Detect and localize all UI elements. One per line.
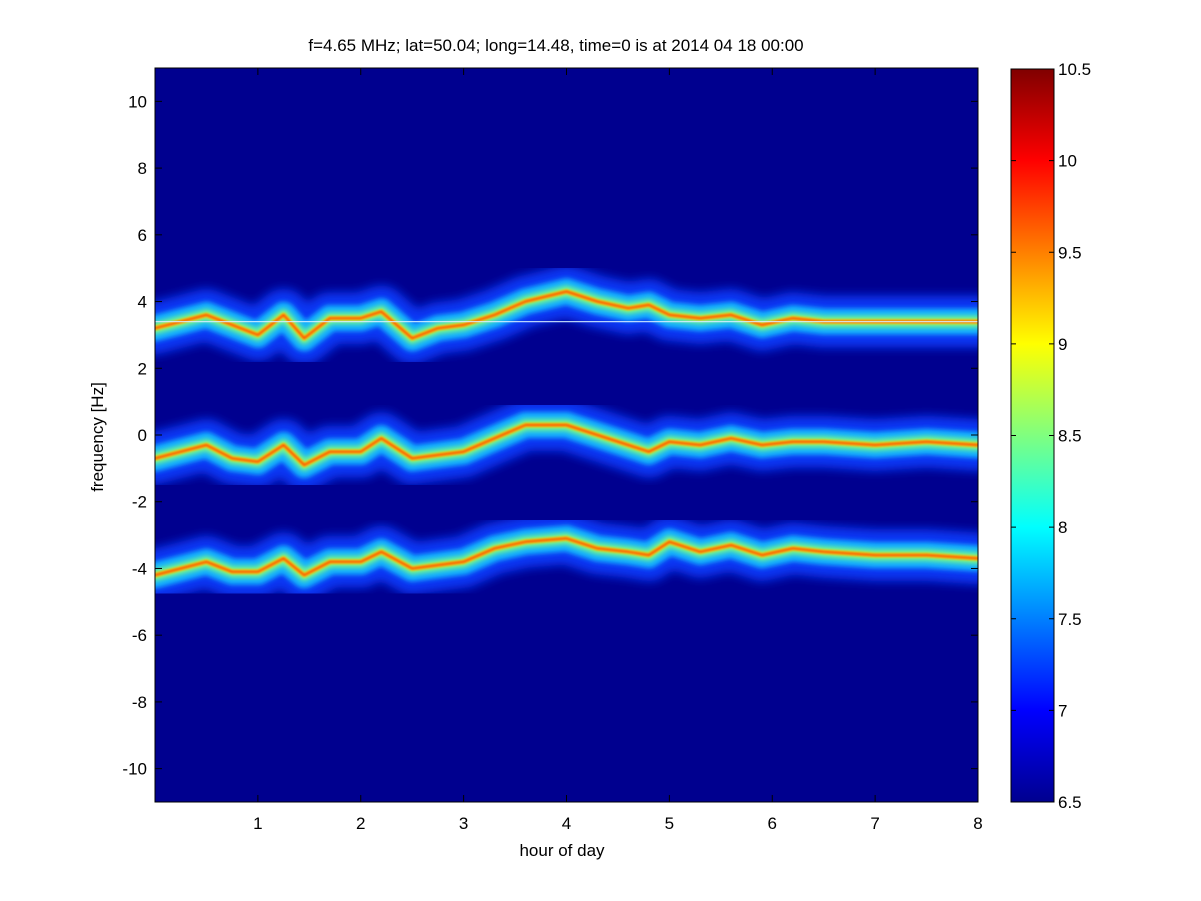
y-tick-label: 2 <box>138 359 147 378</box>
x-tick-label: 8 <box>973 814 982 833</box>
x-tick-label: 1 <box>253 814 262 833</box>
colorbar-tick-label: 9 <box>1058 335 1067 354</box>
colorbar-tick-label: 10 <box>1058 152 1077 171</box>
x-tick-label: 2 <box>356 814 365 833</box>
y-tick-label: 6 <box>138 226 147 245</box>
colorbar-tick-label: 9.5 <box>1058 243 1082 262</box>
plot-area: 1 2 3 4 5 6 7 8 10 8 6 4 2 0 -2 -4 -6 -8 -10 <box>122 67 983 833</box>
y-tick-label: -6 <box>132 626 147 645</box>
spectral-bands <box>155 265 978 602</box>
colorbar-tick-label: 8 <box>1058 518 1067 537</box>
y-ticks: 10 8 6 4 2 0 -2 -4 -6 -8 -10 <box>122 92 978 779</box>
y-tick-label: -2 <box>132 493 147 512</box>
x-tick-label: 4 <box>562 814 571 833</box>
y-tick-label: -4 <box>132 559 147 578</box>
colorbar-tick-label: 7.5 <box>1058 610 1082 629</box>
x-tick-label: 7 <box>870 814 879 833</box>
colorbar-tick-label: 7 <box>1058 701 1067 720</box>
colorbar-tick-label: 6.5 <box>1058 793 1082 812</box>
x-axis-label: hour of day <box>519 841 605 860</box>
colorbar: 10.5 10 9.5 9 8.5 8 7.5 7 6.5 <box>1010 60 1091 812</box>
band-3 <box>155 512 978 602</box>
y-tick-label: -10 <box>122 760 147 779</box>
chart-title: f=4.65 MHz; lat=50.04; long=14.48, time=… <box>308 36 803 55</box>
y-tick-label: 4 <box>138 293 147 312</box>
x-tick-label: 3 <box>459 814 468 833</box>
colorbar-gradient <box>1011 69 1054 802</box>
x-tick-label: 5 <box>665 814 674 833</box>
colorbar-tick-label: 8.5 <box>1058 427 1082 446</box>
band-2 <box>155 399 978 491</box>
y-axis-label: frequency [Hz] <box>88 382 107 492</box>
colorbar-ticks: 10.5 10 9.5 9 8.5 8 7.5 7 6.5 <box>1011 60 1091 812</box>
x-tick-label: 6 <box>768 814 777 833</box>
y-tick-label: -8 <box>132 693 147 712</box>
y-tick-label: 10 <box>128 92 147 111</box>
band-2-layer-5 <box>155 424 978 466</box>
y-tick-label: 8 <box>138 159 147 178</box>
x-ticks: 1 2 3 4 5 6 7 8 <box>253 68 983 833</box>
y-tick-label: 0 <box>138 426 147 445</box>
band-3-layer-5 <box>155 537 978 577</box>
colorbar-tick-label: 10.5 <box>1058 60 1091 79</box>
